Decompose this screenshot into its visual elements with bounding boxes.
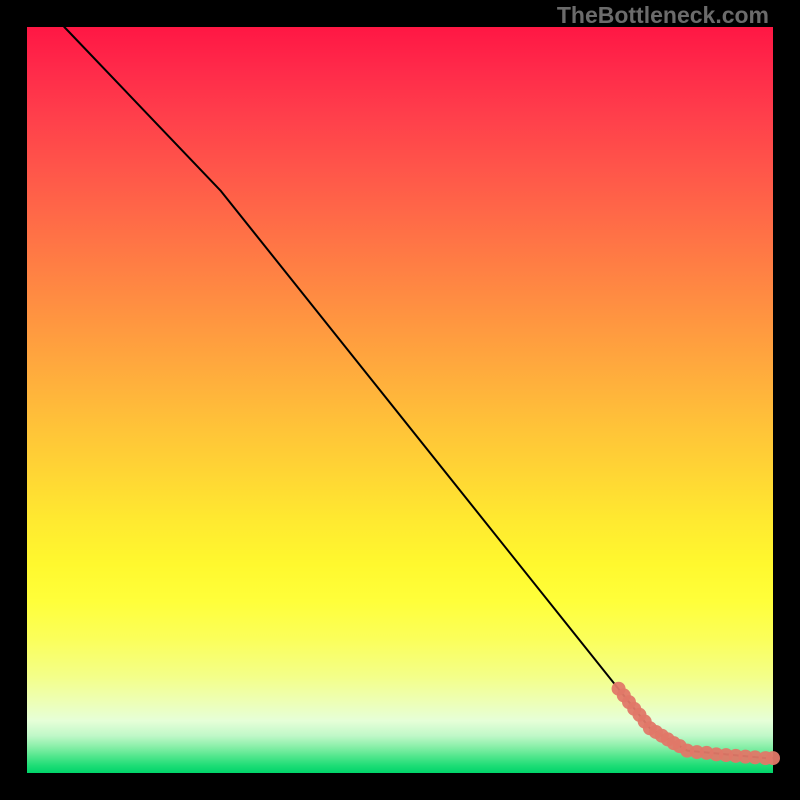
heat-gradient-bg: [27, 27, 773, 773]
plot-area: TheBottleneck.com: [27, 27, 773, 773]
plot-svg: [27, 27, 773, 773]
chart-frame: TheBottleneck.com: [0, 0, 800, 800]
watermark-text: TheBottleneck.com: [557, 2, 769, 29]
data-marker: [766, 751, 780, 765]
